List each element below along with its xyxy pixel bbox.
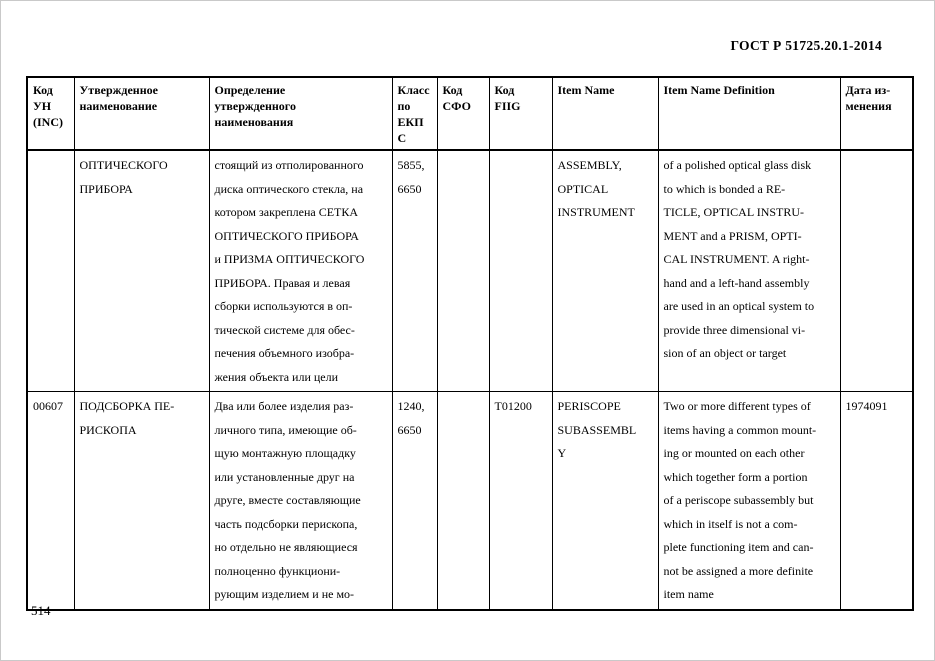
cell-ekps-class: 5855, 6650	[391, 149, 438, 392]
page-number: 514	[31, 603, 51, 618]
column-header-item-name: Item Name	[551, 76, 659, 151]
cell-item-name-definition: of a polished optical glass disk to whic…	[657, 149, 841, 392]
standard-reference: ГОСТ Р 51725.20.1-2014	[730, 38, 882, 53]
table-row: ОПТИЧЕСКОГО ПРИБОРА стоящий из отполиров…	[26, 149, 914, 392]
column-header-ekps-class: Класс по ЕКП С	[391, 76, 438, 151]
cell-change-date: 1974091	[839, 391, 914, 610]
cell-fiig-code: T01200	[488, 391, 553, 610]
cell-item-name: PERISCOPE SUBASSEMBL Y	[551, 391, 659, 610]
column-header-item-name-definition: Item Name Definition	[657, 76, 841, 151]
cell-inc-code: 00607	[26, 391, 75, 610]
cell-sfo-code	[436, 149, 490, 392]
cell-fiig-code	[488, 149, 553, 392]
cell-approved-name: ОПТИЧЕСКОГО ПРИБОРА	[73, 149, 210, 392]
cell-sfo-code	[436, 391, 490, 610]
cell-ekps-class: 1240, 6650	[391, 391, 438, 610]
cell-approved-definition: стоящий из отполированного диска оптичес…	[208, 149, 393, 392]
column-header-inc-code: Код УН (INC)	[26, 76, 75, 151]
column-header-approved-name: Утвержденное наименование	[73, 76, 210, 151]
cell-approved-name: ПОДСБОРКА ПЕ- РИСКОПА	[73, 391, 210, 610]
header-row: Код УН (INC) Утвержденное наименование О…	[26, 76, 914, 151]
cell-inc-code	[26, 149, 75, 392]
cell-change-date	[839, 149, 914, 392]
column-header-sfo-code: Код СФО	[436, 76, 490, 151]
table-row: 00607 ПОДСБОРКА ПЕ- РИСКОПА Два или боле…	[26, 391, 914, 610]
column-header-approved-definition: Определение утвержденного наименования	[208, 76, 393, 151]
items-table: Код УН (INC) Утвержденное наименование О…	[26, 76, 914, 611]
cell-item-name: ASSEMBLY, OPTICAL INSTRUMENT	[551, 149, 659, 392]
cell-item-name-definition: Two or more different types of items hav…	[657, 391, 841, 610]
column-header-fiig-code: Код FIIG	[488, 76, 553, 151]
cell-approved-definition: Два или более изделия раз- личного типа,…	[208, 391, 393, 610]
column-header-change-date: Дата из- менения	[839, 76, 914, 151]
